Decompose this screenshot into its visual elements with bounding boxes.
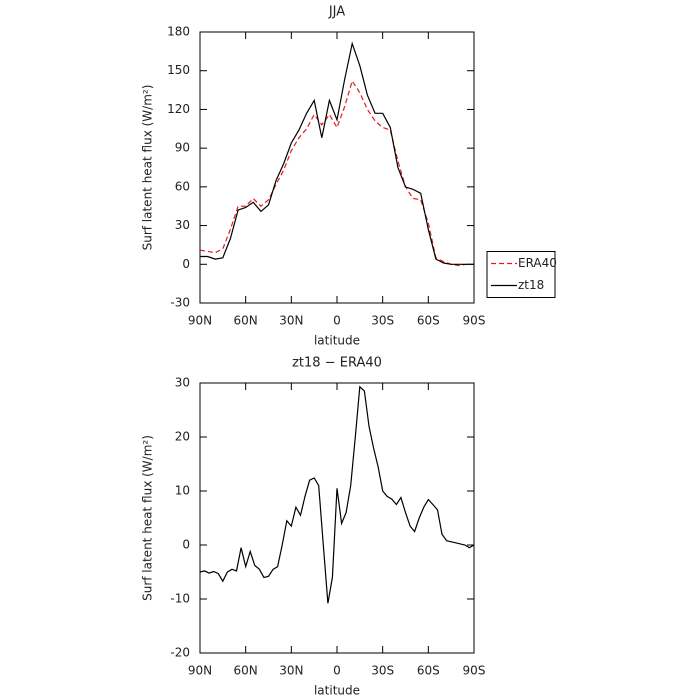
legend-label: zt18 [518, 278, 544, 292]
y-tick-label: 150 [167, 63, 190, 77]
x-tick-label: 90S [463, 314, 486, 328]
y-tick-label: -20 [170, 646, 190, 660]
x-tick-label: 0 [333, 314, 341, 328]
y-tick-label: 90 [175, 141, 190, 155]
plot-frame [199, 382, 475, 654]
chart-title: zt18 − ERA40 [292, 356, 382, 371]
legend-box [486, 251, 556, 299]
x-tick-label: 90N [188, 314, 212, 328]
y-tick-label: 30 [175, 218, 190, 232]
y-tick-label: 60 [175, 179, 190, 193]
x-tick-label: 30N [279, 664, 303, 678]
y-tick-label: 20 [175, 430, 190, 444]
y-tick-label: 0 [182, 257, 190, 271]
x-tick-label: 30N [279, 314, 303, 328]
x-tick-label: 60N [234, 314, 258, 328]
y-tick-label: 0 [182, 538, 190, 552]
y-tick-label: -30 [170, 296, 190, 310]
x-tick-label: 60N [234, 664, 258, 678]
legend-label: ERA40 [518, 256, 557, 270]
data-line [200, 41, 474, 265]
plot-frame [199, 31, 475, 304]
x-tick-label: 90S [463, 664, 486, 678]
y-axis-label: Surf latent heat flux (W/m²) [141, 435, 155, 601]
chart-title: JJA [328, 5, 345, 20]
y-tick-label: 10 [175, 484, 190, 498]
x-tick-label: 60S [417, 314, 440, 328]
x-tick-label: 30S [371, 314, 394, 328]
x-tick-label: 30S [371, 664, 394, 678]
y-tick-label: 30 [175, 376, 190, 390]
x-tick-label: 60S [417, 664, 440, 678]
x-axis-label: latitude [314, 684, 360, 698]
y-tick-label: 180 [167, 25, 190, 39]
x-tick-label: 90N [188, 664, 212, 678]
y-tick-label: 120 [167, 102, 190, 116]
y-axis-label: Surf latent heat flux (W/m²) [141, 85, 155, 251]
y-tick-label: -10 [170, 592, 190, 606]
x-axis-label: latitude [314, 334, 360, 348]
data-line [199, 79, 474, 267]
x-tick-label: 0 [333, 664, 341, 678]
data-line [199, 385, 475, 604]
